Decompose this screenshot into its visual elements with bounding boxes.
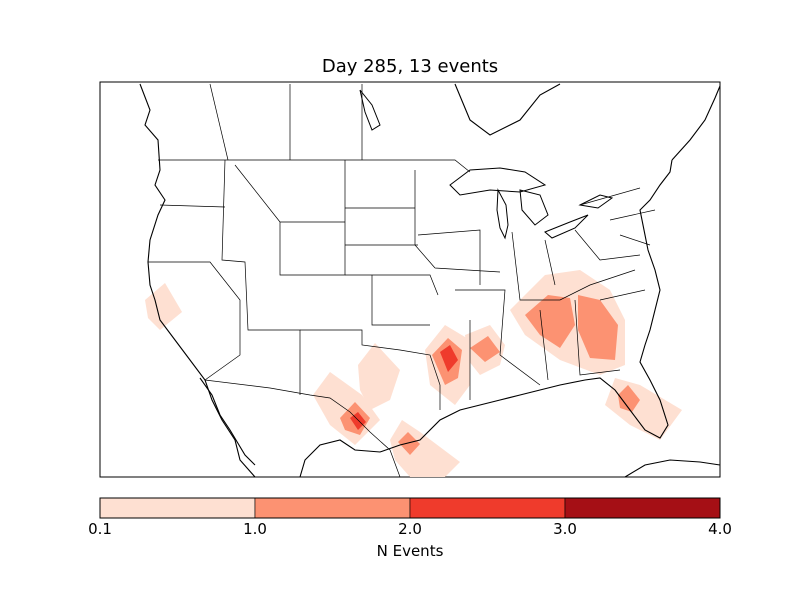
map-title: Day 285, 13 events [321,56,499,77]
gulf-coastline [299,159,673,478]
border-texas [300,329,441,410]
lake-winnipeg [359,89,381,131]
border-rockies [234,160,346,276]
contour-texas-south-mid [398,432,420,455]
contour-mississippi-mid [470,336,500,362]
colorbar-label: N Events [376,542,444,560]
border-midwest [414,170,501,285]
colorbar-bin-3 [564,497,721,519]
border-canada-us [158,159,471,173]
colorbar-bin-2 [409,497,566,519]
lake-erie [544,214,589,239]
border-us-mexico [204,379,401,478]
border-northeast [579,187,656,246]
contour-southeast-mid-a [525,295,575,348]
great-lakes [359,89,614,240]
border-southeast [539,289,646,381]
contour-texas-west-high [350,412,366,430]
colorbar-tick-0: 0.1 [88,520,112,538]
colorbar-tick-1: 1.0 [243,520,267,538]
hudson-bay-coastline [454,83,561,136]
border-plains [345,207,439,326]
cuba-coastline [624,459,721,478]
baja-coastline [199,377,256,466]
lake-superior [449,167,547,196]
border-west-1 [148,204,241,381]
colorbar-tick-3: 3.0 [553,520,577,538]
contour-southeast-mid-b [578,295,618,360]
political-borders [148,83,656,478]
border-east [511,229,641,301]
contour-texas-north-low [358,343,400,410]
colorbar-bin-0 [99,497,256,519]
contour-florida-mid [618,385,640,412]
border-canada-provinces [209,83,363,161]
colorbar-bin-1 [254,497,411,519]
atlantic-north-coastline [671,85,721,161]
border-west-2 [221,159,301,395]
colorbar-tick-2: 2.0 [398,520,422,538]
lake-ontario [578,194,614,209]
lake-huron [519,189,549,226]
contour-california-low [145,283,182,330]
pacific-coastline [139,83,256,478]
colorbar-tick-4: 4.0 [708,520,732,538]
event-contours [145,270,682,477]
contour-arklatex-high [440,345,458,372]
coastlines [139,83,721,478]
colorbar-frame [99,497,721,519]
lake-michigan [496,188,509,240]
border-mississippi [455,289,541,400]
